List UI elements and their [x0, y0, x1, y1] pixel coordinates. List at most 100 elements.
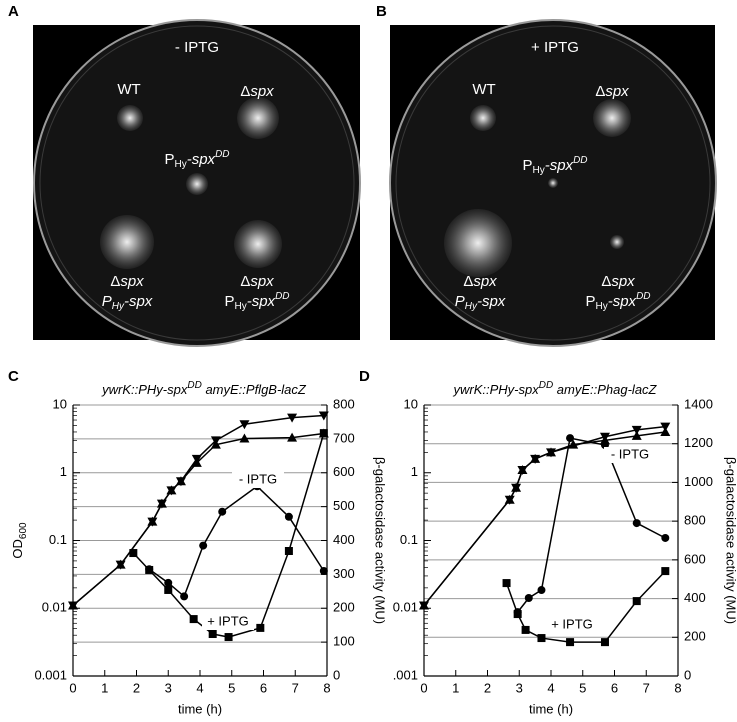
colony — [117, 105, 143, 131]
text-part: Hy — [532, 165, 544, 176]
text-part: DD — [215, 149, 229, 160]
marker — [537, 634, 546, 643]
text-part: spx — [550, 157, 574, 174]
text-part: spx — [192, 151, 216, 168]
marker — [419, 600, 429, 610]
x-tick-label: 7 — [643, 680, 650, 695]
x-tick-label: 4 — [196, 680, 203, 695]
marker — [145, 565, 154, 574]
marker — [239, 420, 250, 430]
text-part: OD — [10, 539, 25, 559]
text-part: 600 — [18, 522, 29, 539]
series-line — [517, 437, 666, 613]
series-line — [148, 485, 325, 598]
text-part: Δ — [601, 273, 611, 290]
colony-label: PHy-spxDD — [585, 291, 650, 312]
annotation: + IPTG — [207, 613, 249, 628]
marker — [164, 578, 173, 587]
text-part: spx — [120, 273, 144, 290]
colony-label: WT — [117, 81, 140, 98]
annotation-bg — [604, 447, 656, 463]
y2-tick-label: 200 — [684, 629, 706, 644]
marker — [175, 476, 186, 486]
x-axis-label: time (h) — [178, 701, 222, 716]
text-part: ywrK::PHy-spx — [101, 382, 188, 397]
colony-label: Δspx — [240, 273, 274, 290]
y-tick-label: 0.1 — [49, 532, 67, 547]
text-part: amyE::Phag-lacZ — [553, 382, 657, 397]
marker — [632, 597, 641, 606]
annotation: - IPTG — [239, 471, 277, 486]
text-part: Δ — [110, 273, 120, 290]
panel-letter: B — [376, 3, 387, 20]
text-part: - — [247, 293, 252, 310]
text-part: DD — [636, 291, 650, 302]
marker — [600, 638, 609, 647]
colony-label: WT — [472, 81, 495, 98]
annotation-bg — [202, 614, 254, 630]
text-part: P — [224, 293, 234, 310]
x-tick-label: 8 — [323, 680, 330, 695]
text-part: P — [522, 157, 532, 174]
marker — [530, 453, 541, 463]
annotation: - IPTG — [611, 446, 649, 461]
marker — [156, 498, 167, 508]
annotation-bg — [546, 617, 598, 633]
colony — [444, 209, 512, 277]
y2-tick-label: 100 — [333, 634, 355, 649]
x-tick-label: 5 — [579, 680, 586, 695]
colony-label: PHy-spxDD — [164, 149, 229, 170]
marker — [319, 429, 328, 438]
series-line — [72, 414, 324, 607]
text-part: spx — [605, 83, 629, 100]
y2-axis-label: β-galactosidase activity (MU) — [373, 457, 388, 624]
colony — [234, 220, 282, 268]
text-part: amyE::PflgB-lacZ — [202, 382, 307, 397]
text-part: Δ — [240, 273, 250, 290]
x-tick-label: 0 — [420, 680, 427, 695]
text-part: Δ — [463, 273, 473, 290]
marker — [218, 507, 227, 516]
colony-label: PHy-spx — [102, 293, 153, 312]
x-tick-label: 8 — [674, 680, 681, 695]
marker — [284, 547, 293, 556]
marker — [166, 485, 177, 495]
text-part: Hy — [465, 301, 478, 312]
text-part: DD — [275, 291, 289, 302]
x-tick-label: 3 — [165, 680, 172, 695]
x-tick-label: 1 — [452, 680, 459, 695]
y-tick-label: 0.1 — [400, 532, 418, 547]
x-tick-label: 3 — [516, 680, 523, 695]
text-part: - — [187, 151, 192, 168]
y2-tick-label: 700 — [333, 430, 355, 445]
marker — [537, 586, 546, 595]
condition-label: - IPTG — [175, 39, 219, 56]
marker — [256, 623, 265, 632]
x-tick-label: 5 — [228, 680, 235, 695]
marker — [189, 615, 198, 624]
marker — [210, 439, 221, 449]
colony-label: Δspx — [110, 273, 144, 290]
petri-rim — [395, 25, 711, 341]
marker — [568, 439, 579, 449]
marker — [632, 519, 641, 528]
petri-rim — [39, 25, 355, 341]
text-part: Hy — [112, 301, 125, 312]
text-part: Δ — [240, 83, 250, 100]
marker — [164, 585, 173, 594]
x-tick-label: 1 — [101, 680, 108, 695]
marker — [115, 559, 126, 569]
marker — [287, 432, 298, 442]
text-part: - — [608, 293, 613, 310]
colony-label: PHy-spx — [455, 293, 506, 312]
y-tick-label: 0.01 — [393, 600, 418, 615]
text-part: Hy — [174, 159, 186, 170]
text-part: P — [455, 293, 465, 310]
y2-tick-label: 600 — [333, 464, 355, 479]
text-part: P — [585, 293, 595, 310]
text-part: spx — [611, 273, 635, 290]
text-part: - — [545, 157, 550, 174]
y-tick-label: 10 — [53, 396, 67, 411]
